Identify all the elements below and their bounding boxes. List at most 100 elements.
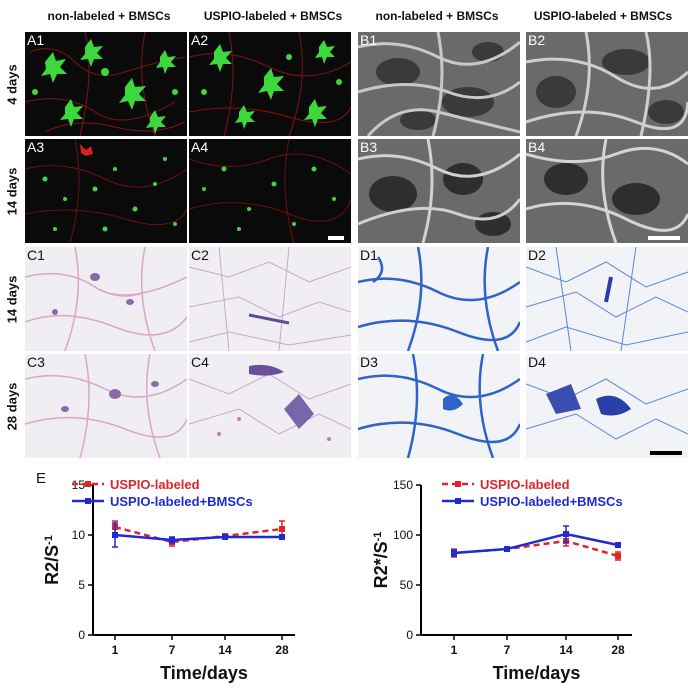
panel-label-a4: A4 — [191, 139, 209, 155]
fluorescence-image — [189, 32, 351, 136]
y-axis-label: R2*/S-1 — [371, 532, 391, 589]
y-axis-label: R2/S-1 — [42, 535, 62, 585]
row-header-2: 14 days — [4, 167, 20, 215]
y-tick-label: 0 — [406, 628, 413, 642]
data-point — [279, 526, 285, 532]
column-header-3: non-labeled + BMSCs — [375, 9, 499, 23]
panel-label-b4: B4 — [528, 139, 546, 155]
panel-label-c4: C4 — [191, 354, 209, 370]
micrograph-b1: B1 — [358, 32, 520, 136]
row-header-3: 14 days — [4, 275, 20, 323]
panel-label-b1: B1 — [360, 32, 378, 48]
scale-bar — [648, 236, 680, 240]
sem-image — [526, 32, 688, 136]
micrograph-b4: B4 — [526, 139, 688, 243]
panel-label-a3: A3 — [27, 139, 45, 155]
micrograph-d1: D1 — [358, 247, 520, 351]
data-point — [563, 531, 569, 537]
y-tick-label: 100 — [393, 528, 413, 542]
x-tick-label: 14 — [559, 643, 573, 657]
panel-label-e: E — [36, 470, 47, 487]
data-point — [169, 537, 175, 543]
panel-label-d2: D2 — [528, 247, 546, 263]
x-tick-label: 7 — [169, 643, 176, 657]
column-header-1: non-labeled + BMSCs — [47, 9, 171, 23]
fluorescence-image — [25, 139, 187, 243]
micrograph-d4: D4 — [526, 354, 688, 458]
data-point — [112, 532, 118, 538]
x-tick-label: 28 — [275, 643, 289, 657]
panel-label-a2: A2 — [191, 32, 209, 48]
legend-label: USPIO-labeled+BMSCs — [480, 494, 623, 509]
data-point — [222, 534, 228, 540]
y-tick-label: 15 — [72, 478, 86, 492]
row-header-1: 4 days — [4, 63, 20, 105]
sem-image — [358, 32, 520, 136]
sem-image — [526, 139, 688, 243]
he-stain-image — [25, 354, 187, 458]
x-tick-label: 7 — [504, 643, 511, 657]
legend-marker — [85, 481, 91, 487]
x-tick-label: 14 — [218, 643, 232, 657]
column-header-2: USPIO-labeled + BMSCs — [203, 9, 343, 23]
micrograph-c3: C3 — [25, 354, 187, 458]
y-tick-label: 0 — [78, 628, 85, 642]
y-tick-label: 150 — [393, 478, 413, 492]
r2-relaxation-chart: 0 5 10 15 1 7 14 28 R2/S-1 Time/days USPIO-labeled… — [42, 477, 295, 683]
data-point — [279, 534, 285, 540]
panel-label-d4: D4 — [528, 354, 546, 370]
sem-image — [358, 139, 520, 243]
micrograph-c2: C2 — [189, 247, 351, 351]
fluorescence-image — [25, 32, 186, 136]
legend-marker — [455, 481, 461, 487]
micrograph-c4: C4 — [189, 354, 351, 458]
he-stain-image — [25, 247, 187, 351]
data-point — [615, 542, 621, 548]
data-point — [451, 550, 457, 556]
panel-label-c2: C2 — [191, 247, 209, 263]
panel-label-c3: C3 — [27, 354, 45, 370]
x-axis-label: Time/days — [493, 663, 581, 683]
micrograph-c1: C1 — [25, 247, 187, 351]
data-point — [504, 546, 510, 552]
micrograph-d2: D2 — [526, 247, 688, 351]
x-tick-label: 28 — [611, 643, 625, 657]
fluorescence-image — [189, 139, 351, 243]
panel-label-b2: B2 — [528, 32, 546, 48]
micrograph-a4: A4 — [189, 139, 351, 243]
legend-marker — [455, 498, 461, 504]
micrograph-a2: A2 — [189, 32, 351, 136]
micrograph-b3: B3 — [358, 139, 520, 243]
legend-label: USPIO-labeled+BMSCs — [110, 494, 253, 509]
toluidine-stain-image — [526, 247, 688, 351]
panel-label-a1: A1 — [27, 32, 45, 48]
y-tick-label: 50 — [400, 578, 414, 592]
micrograph-a3: A3 — [25, 139, 187, 243]
series-line — [114, 533, 282, 542]
legend-marker — [85, 498, 91, 504]
row-header-4: 28 days — [4, 382, 20, 430]
panel-label-b3: B3 — [360, 139, 378, 155]
toluidine-stain-image — [358, 247, 520, 351]
micrograph-a1: A1 — [25, 32, 187, 136]
panel-label-d3: D3 — [360, 354, 378, 370]
column-header-4: USPIO-labeled + BMSCs — [533, 9, 673, 23]
x-axis-label: Time/days — [160, 663, 248, 683]
y-tick-label: 5 — [78, 578, 85, 592]
x-tick-label: 1 — [112, 643, 119, 657]
legend-label: USPIO-labeled — [110, 477, 200, 492]
legend-label: USPIO-labeled — [480, 477, 570, 492]
panel-label-c1: C1 — [27, 247, 45, 263]
series-line — [453, 532, 619, 555]
x-tick-label: 1 — [451, 643, 458, 657]
y-tick-label: 10 — [72, 528, 86, 542]
he-stain-image — [189, 247, 351, 351]
scale-bar — [650, 451, 682, 455]
micrograph-b2: B2 — [526, 32, 688, 136]
toluidine-stain-image — [526, 378, 688, 455]
scale-bar — [328, 236, 344, 240]
r2star-relaxation-chart: 0 50 100 150 1 7 14 28 R2*/S-1 Time/days USPIO-lab… — [371, 477, 632, 683]
micrograph-d3: D3 — [358, 354, 520, 458]
series-line — [453, 539, 619, 558]
he-stain-image — [189, 364, 351, 441]
